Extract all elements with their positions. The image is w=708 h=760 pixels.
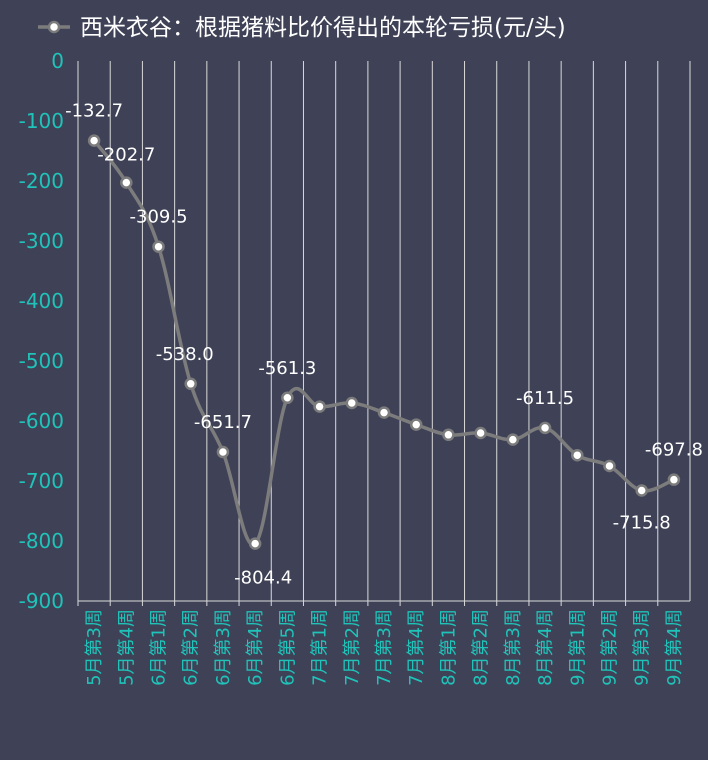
x-tick-label: 9月第2周 [599, 609, 620, 686]
data-points [87, 134, 681, 550]
y-tick-label: -700 [19, 469, 64, 493]
x-tick-label: 7月第2周 [342, 609, 363, 686]
y-tick-label: -500 [19, 349, 64, 373]
x-tick-label: 6月第3周 [213, 609, 234, 686]
data-label: -697.8 [645, 440, 703, 461]
data-point [409, 418, 423, 431]
x-tick-label: 8月第3周 [503, 609, 524, 686]
x-tick-label: 9月第1周 [567, 609, 588, 686]
y-tick-label: -300 [19, 229, 64, 253]
x-tick-label: 6月第4周 [245, 609, 266, 686]
y-tick-label: 0 [51, 49, 64, 73]
data-point [313, 400, 326, 413]
vertical-gridlines [109, 61, 691, 601]
x-axis: 5月第3周 5月第4周 6月第1周 6月第2周 6月第3周 6月第4周 6月第5周 7月第1周… [77, 600, 690, 686]
data-point [87, 134, 101, 147]
data-point [603, 459, 616, 473]
y-tick-label: -800 [19, 529, 64, 553]
data-point [635, 484, 648, 497]
y-tick-label: -400 [19, 289, 64, 313]
data-labels: -132.7 -202.7 -309.5 -538.0 -651.7 -804.4 -561… [65, 101, 703, 589]
data-label: -561.3 [258, 358, 316, 379]
data-point [281, 391, 294, 405]
y-tick-label: -100 [19, 109, 64, 133]
data-point [377, 406, 391, 419]
data-point [248, 537, 262, 550]
data-point [667, 473, 681, 486]
data-point [345, 396, 359, 410]
data-label: -132.7 [65, 101, 123, 122]
data-label: -202.7 [97, 145, 155, 166]
y-tick-label: -600 [19, 409, 64, 433]
x-tick-label: 8月第2周 [471, 609, 492, 686]
x-tick-label: 9月第3周 [632, 609, 653, 686]
data-label: -715.8 [613, 512, 671, 533]
x-tick-label: 6月第1周 [149, 609, 170, 686]
data-point [120, 176, 133, 189]
legend-entry: 西米衣谷：根据猪料比价得出的本轮亏损(元/头) [80, 15, 566, 41]
data-point [538, 421, 552, 435]
y-axis: 0 -100 -200 -300 -400 -500 -600 -700 -800 -900 [19, 49, 79, 613]
data-point [474, 426, 487, 440]
data-label: -309.5 [130, 207, 188, 228]
data-label: -804.4 [234, 568, 292, 589]
x-tick-label: 8月第4周 [535, 609, 556, 686]
data-label: -538.0 [156, 344, 214, 365]
legend-marker-icon [47, 20, 61, 34]
x-tick-label: 7月第3周 [374, 609, 395, 686]
x-tick-label: 7月第1周 [310, 609, 331, 686]
legend: 西米衣谷：根据猪料比价得出的本轮亏损(元/头) [38, 15, 566, 41]
data-point [571, 448, 584, 462]
series-line [92, 138, 676, 547]
data-point [216, 445, 230, 459]
x-tick-label: 5月第3周 [84, 609, 105, 686]
data-point [442, 428, 455, 442]
x-tick-label: 9月第4周 [664, 609, 685, 686]
x-tick-label: 8月第1周 [438, 609, 459, 686]
data-label: -651.7 [194, 412, 252, 433]
x-tick-label: 6月第2周 [181, 609, 202, 686]
data-point [184, 377, 197, 391]
y-tick-label: -900 [19, 589, 64, 613]
x-tick-label: 5月第4周 [116, 609, 137, 686]
x-tick-label: 7月第4周 [406, 609, 427, 686]
x-tick-label: 6月第5周 [277, 609, 298, 686]
data-label: -611.5 [516, 388, 574, 409]
data-point [152, 240, 165, 253]
data-point [506, 433, 520, 446]
y-tick-label: -200 [19, 169, 64, 193]
